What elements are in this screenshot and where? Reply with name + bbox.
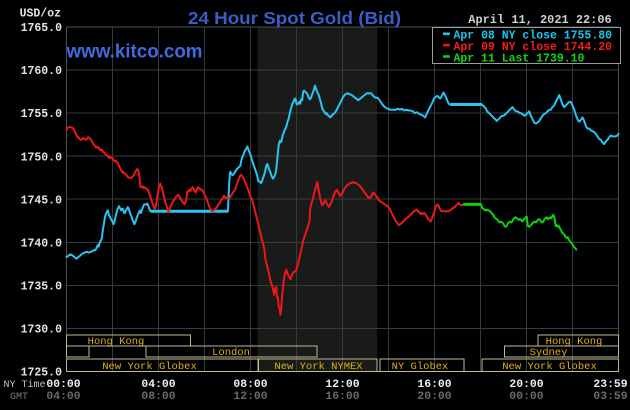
svg-text:Sydney: Sydney: [530, 347, 568, 359]
svg-text:00:00: 00:00: [509, 391, 543, 403]
svg-text:16:00: 16:00: [325, 391, 359, 403]
svg-text:Hong Kong: Hong Kong: [546, 336, 603, 348]
svg-text:April 11, 2021 22:06: April 11, 2021 22:06: [468, 13, 611, 27]
svg-text:08:00: 08:00: [233, 379, 267, 391]
svg-text:www.kitco.com: www.kitco.com: [66, 41, 203, 62]
svg-text:04:00: 04:00: [141, 379, 175, 391]
svg-text:1745.0: 1745.0: [21, 194, 63, 207]
svg-text:1730.0: 1730.0: [21, 324, 63, 337]
svg-text:00:00: 00:00: [46, 379, 80, 391]
svg-text:New York Globex: New York Globex: [102, 361, 197, 373]
svg-text:1755.0: 1755.0: [21, 108, 63, 121]
svg-text:12:00: 12:00: [325, 379, 359, 391]
svg-text:GMT: GMT: [10, 392, 28, 403]
svg-text:1725.0: 1725.0: [21, 367, 63, 380]
svg-text:NY Time: NY Time: [4, 379, 46, 391]
svg-text:Apr 08 NY close 1755.80: Apr 08 NY close 1755.80: [454, 30, 613, 43]
svg-text:24 Hour Spot Gold (Bid): 24 Hour Spot Gold (Bid): [188, 8, 401, 28]
svg-text:08:00: 08:00: [141, 391, 175, 403]
svg-text:Apr 11 Last 1739.10: Apr 11 Last 1739.10: [454, 52, 585, 65]
svg-text:16:00: 16:00: [417, 379, 451, 391]
svg-text:20:00: 20:00: [509, 379, 543, 391]
svg-text:Apr 09 NY close 1744.20: Apr 09 NY close 1744.20: [454, 41, 613, 54]
svg-text:12:00: 12:00: [233, 391, 267, 403]
svg-text:20:00: 20:00: [417, 391, 451, 403]
svg-text:1735.0: 1735.0: [21, 281, 63, 294]
svg-text:NY Globex: NY Globex: [392, 361, 449, 373]
svg-text:New York NYMEX: New York NYMEX: [274, 361, 363, 373]
svg-text:03:59: 03:59: [593, 391, 627, 403]
svg-text:USD/oz: USD/oz: [20, 8, 62, 21]
svg-text:1750.0: 1750.0: [21, 151, 63, 164]
svg-text:London: London: [212, 347, 250, 359]
svg-text:1740.0: 1740.0: [21, 237, 63, 250]
svg-text:New York Globex: New York Globex: [502, 361, 597, 373]
svg-text:04:00: 04:00: [46, 391, 80, 403]
svg-text:1760.0: 1760.0: [21, 65, 63, 78]
svg-text:Hong Kong: Hong Kong: [88, 336, 145, 348]
svg-text:23:59: 23:59: [593, 379, 627, 391]
svg-text:1765.0: 1765.0: [21, 22, 63, 35]
